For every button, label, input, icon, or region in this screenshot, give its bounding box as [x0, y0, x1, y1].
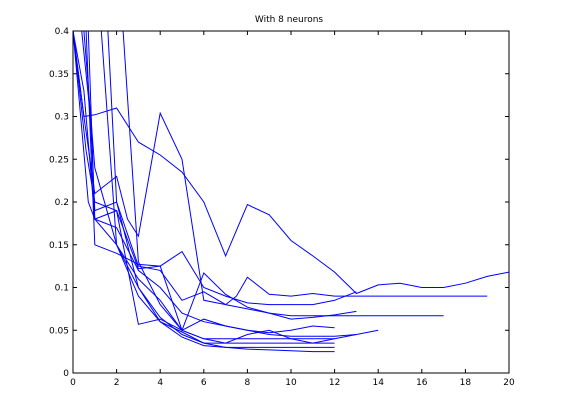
y-tick-label: 0.1	[55, 284, 69, 294]
x-tick-label: 8	[245, 378, 251, 388]
y-tick-label: 0.15	[49, 241, 69, 251]
chart-title: With 8 neurons	[255, 15, 324, 25]
x-tick-label: 0	[70, 378, 76, 388]
y-tick-label: 0.35	[49, 70, 69, 80]
y-tick-label: 0.3	[55, 113, 69, 123]
x-tick-label: 14	[372, 378, 384, 388]
x-tick-label: 2	[114, 378, 120, 388]
y-tick-label: 0.25	[49, 155, 69, 165]
x-tick-label: 6	[201, 378, 207, 388]
y-tick-label: 0.4	[55, 27, 70, 37]
x-tick-label: 18	[460, 378, 472, 388]
x-tick-label: 10	[285, 378, 297, 388]
x-tick-label: 20	[503, 378, 515, 388]
y-tick-label: 0.05	[49, 326, 69, 336]
x-tick-label: 16	[416, 378, 428, 388]
y-tick-label: 0	[63, 369, 69, 379]
y-tick-label: 0.2	[55, 198, 69, 208]
x-tick-label: 12	[329, 378, 340, 388]
x-tick-label: 4	[157, 378, 163, 388]
